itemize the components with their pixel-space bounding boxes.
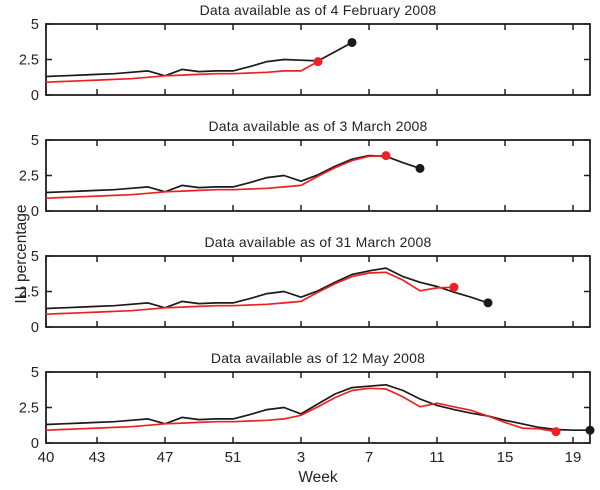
panel-2-black-end-dot <box>415 163 425 173</box>
panel-1-red-end-dot <box>313 57 323 67</box>
panel-4-red-line <box>45 387 557 433</box>
panel-1-ytick-label: 2.5 <box>19 53 39 69</box>
x-tick-label: 15 <box>497 449 514 466</box>
x-tick-label: 11 <box>429 449 445 466</box>
x-tick-label: 7 <box>365 449 373 466</box>
panel-4-ytick-label: 5 <box>31 365 39 381</box>
panel-3-ytick-label: 5 <box>31 249 39 265</box>
panel-2-red-line <box>45 154 387 200</box>
panel-3-black-end-dot <box>483 298 493 308</box>
panel-3-black-line <box>45 267 489 310</box>
panel-3-red-line <box>45 271 455 316</box>
panel-3-ytick-label: 2.5 <box>19 285 39 301</box>
panel-3-ytick-label: 0 <box>31 320 39 336</box>
panel-2-ytick-label: 2.5 <box>19 169 39 185</box>
panel-4-red-end-dot <box>551 427 561 437</box>
panel-4-ytick-label: 0 <box>31 436 39 452</box>
panel-4-ytick-label: 2.5 <box>19 401 39 417</box>
x-tick-label: 43 <box>89 449 106 466</box>
x-tick-label: 3 <box>297 449 305 466</box>
panel-3-red-end-dot <box>449 282 459 292</box>
panel-3-title: Data available as of 31 March 2008 <box>204 234 432 250</box>
panel-1-ytick-label: 5 <box>31 17 39 33</box>
x-tick-label: 47 <box>157 449 174 466</box>
x-axis-label: Week <box>298 469 338 486</box>
panel-2-title: Data available as of 3 March 2008 <box>208 118 428 134</box>
panel-2-red-end-dot <box>381 151 391 161</box>
panel-4-title: Data available as of 12 May 2008 <box>210 350 426 366</box>
panel-1-title: Data available as of 4 February 2008 <box>199 2 437 18</box>
panel-1-red-line <box>45 60 319 84</box>
panel-1-ytick-label: 0 <box>31 88 39 104</box>
y-axis-label: ILI percentage <box>13 204 30 304</box>
panel-1-black-line <box>45 41 353 78</box>
panel-2-black-line <box>45 154 421 194</box>
panel-1-black-end-dot <box>347 37 357 47</box>
panel-2-ytick-label: 0 <box>31 204 39 220</box>
x-tick-label: 40 <box>38 449 55 466</box>
panel-4-black-end-dot <box>585 425 595 435</box>
x-tick-label: 19 <box>565 449 582 466</box>
x-tick-label: 51 <box>225 449 242 466</box>
panel-4-black-line <box>45 383 590 432</box>
panel-2-ytick-label: 5 <box>31 133 39 149</box>
